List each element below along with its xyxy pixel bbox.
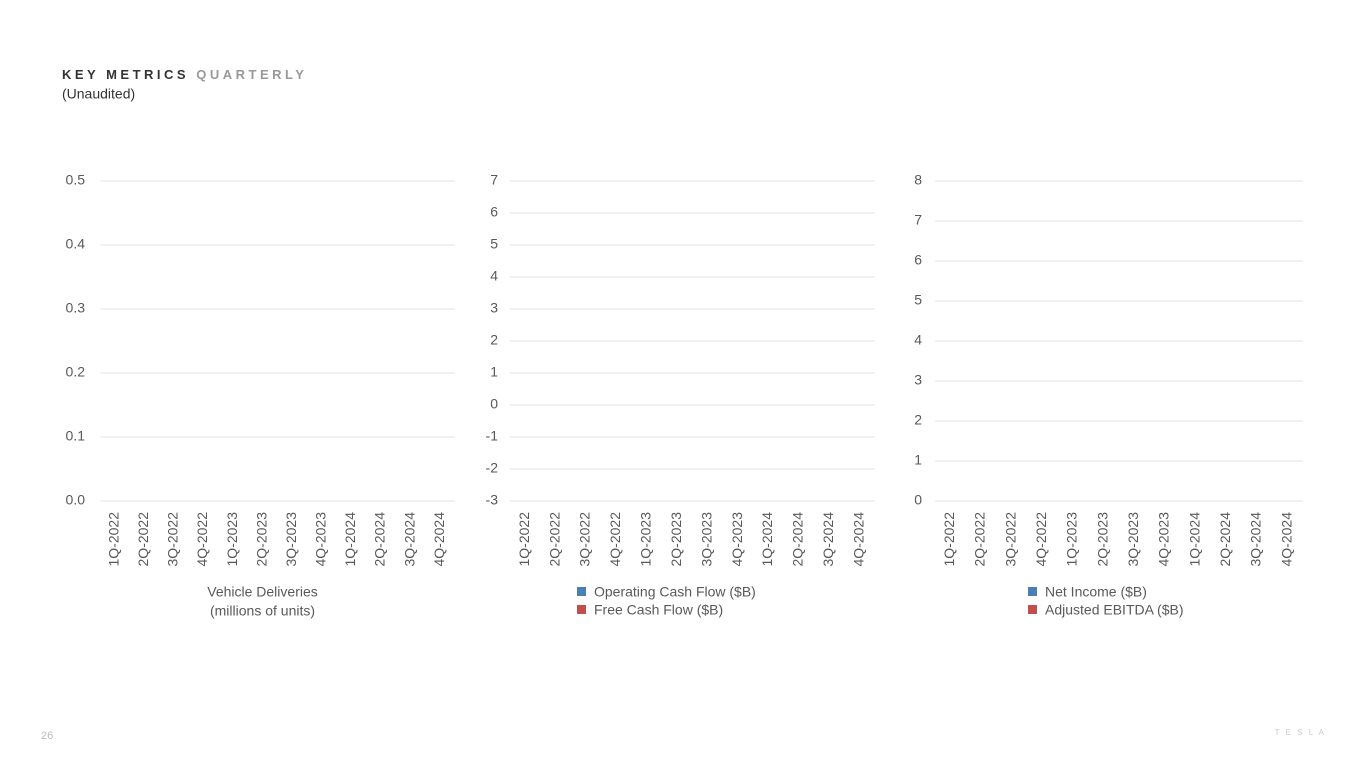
y-tick-label: 7 <box>490 172 498 188</box>
y-tick-label: 4 <box>914 332 922 348</box>
title: KEY METRICS QUARTERLY <box>62 67 307 82</box>
x-tick-label: 4Q-2022 <box>1033 512 1049 567</box>
y-tick-label: 3 <box>914 372 922 388</box>
y-tick-label: 0 <box>914 492 922 508</box>
x-tick-label: 3Q-2023 <box>283 512 299 567</box>
y-tick-label: 0.2 <box>66 364 86 380</box>
x-tick-label: 2Q-2022 <box>135 512 151 567</box>
x-tick-label: 3Q-2024 <box>1248 512 1264 567</box>
y-tick-label: -1 <box>486 428 499 444</box>
title-light: QUARTERLY <box>196 67 307 82</box>
y-tick-label: 2 <box>490 332 498 348</box>
y-tick-label: 0.1 <box>66 428 86 444</box>
x-tick-label: 2Q-2022 <box>546 512 562 567</box>
x-tick-label: 4Q-2022 <box>194 512 210 567</box>
y-tick-label: 6 <box>490 204 498 220</box>
legend-label: Free Cash Flow ($B) <box>594 602 723 618</box>
x-tick-label: 4Q-2023 <box>729 512 745 567</box>
y-tick-label: 1 <box>490 364 498 380</box>
x-tick-label: 1Q-2024 <box>342 512 358 567</box>
y-tick-label: 6 <box>914 252 922 268</box>
y-tick-label: 4 <box>490 268 498 284</box>
x-tick-label: 1Q-2024 <box>1186 512 1202 567</box>
title-bold: KEY METRICS <box>62 67 189 82</box>
legend-marker <box>577 587 586 596</box>
x-tick-label: 4Q-2024 <box>1278 512 1294 567</box>
y-tick-label: 3 <box>490 300 498 316</box>
legend-marker <box>1028 605 1037 614</box>
logo: T E S L A <box>1275 728 1326 737</box>
y-tick-label: -2 <box>486 460 499 476</box>
x-tick-label: 1Q-2023 <box>638 512 654 567</box>
x-tick-label: 3Q-2022 <box>1002 512 1018 567</box>
y-tick-label: 0.5 <box>66 172 86 188</box>
legend-label: Adjusted EBITDA ($B) <box>1045 602 1184 618</box>
x-tick-label: 2Q-2023 <box>253 512 269 567</box>
x-tick-label: 1Q-2023 <box>1064 512 1080 567</box>
subtitle: (Unaudited) <box>62 86 135 102</box>
y-tick-label: 0.4 <box>66 236 86 252</box>
y-tick-label: -3 <box>486 492 499 508</box>
y-tick-label: 8 <box>914 172 922 188</box>
x-tick-label: 1Q-2023 <box>224 512 240 567</box>
x-tick-label: 4Q-2023 <box>313 512 329 567</box>
y-tick-label: 2 <box>914 412 922 428</box>
x-tick-label: 2Q-2024 <box>790 512 806 567</box>
x-tick-label: 3Q-2023 <box>1125 512 1141 567</box>
x-tick-label: 4Q-2023 <box>1156 512 1172 567</box>
x-tick-label: 4Q-2024 <box>850 512 866 567</box>
y-tick-label: 7 <box>914 212 922 228</box>
x-tick-label: 1Q-2022 <box>516 512 532 567</box>
legend-label: Net Income ($B) <box>1045 584 1147 600</box>
x-tick-label: 2Q-2023 <box>1094 512 1110 567</box>
legend-label: Operating Cash Flow ($B) <box>594 584 756 600</box>
x-tick-label: 4Q-2024 <box>431 512 447 567</box>
page-number: 26 <box>41 730 53 742</box>
x-tick-label: 3Q-2022 <box>577 512 593 567</box>
x-axis-label: (millions of units) <box>210 603 315 619</box>
x-tick-label: 4Q-2022 <box>607 512 623 567</box>
x-tick-label: 2Q-2024 <box>372 512 388 567</box>
y-tick-label: 0.3 <box>66 300 86 316</box>
x-tick-label: 2Q-2022 <box>972 512 988 567</box>
legend-marker <box>577 605 586 614</box>
x-tick-label: 3Q-2023 <box>698 512 714 567</box>
x-tick-label: 3Q-2024 <box>401 512 417 567</box>
y-tick-label: 0.0 <box>66 492 86 508</box>
y-tick-label: 5 <box>490 236 498 252</box>
y-tick-label: 1 <box>914 452 922 468</box>
x-tick-label: 2Q-2024 <box>1217 512 1233 567</box>
legend-marker <box>1028 587 1037 596</box>
x-axis-label: Vehicle Deliveries <box>207 584 318 600</box>
y-tick-label: 0 <box>490 396 498 412</box>
x-tick-label: 1Q-2022 <box>105 512 121 567</box>
x-tick-label: 1Q-2022 <box>941 512 957 567</box>
x-tick-label: 3Q-2022 <box>165 512 181 567</box>
x-tick-label: 3Q-2024 <box>820 512 836 567</box>
x-tick-label: 2Q-2023 <box>668 512 684 567</box>
x-tick-label: 1Q-2024 <box>759 512 775 567</box>
y-tick-label: 5 <box>914 292 922 308</box>
